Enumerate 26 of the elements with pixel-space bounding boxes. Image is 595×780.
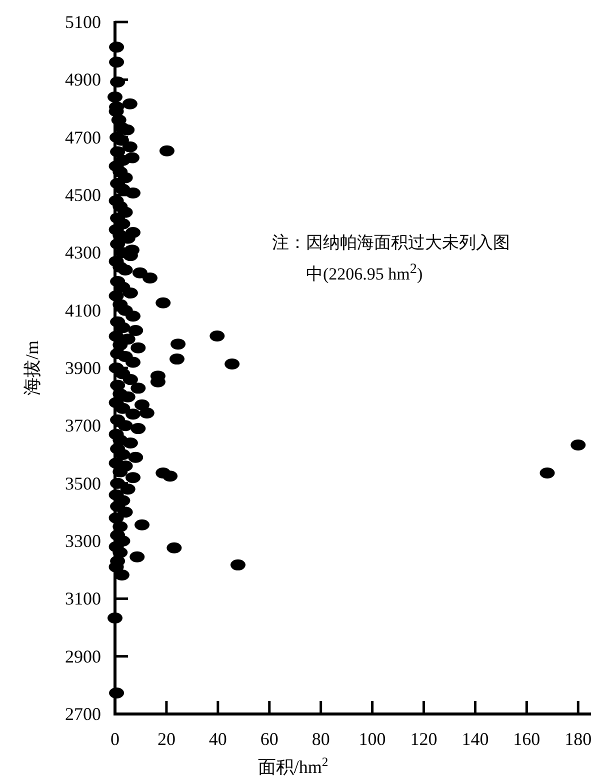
y-tick-label: 3300 [65,531,101,551]
x-tick-label: 120 [410,729,438,749]
x-tick-label: 60 [260,729,278,749]
annotation: 注：因纳帕海面积过大未列入图中(2206.95 hm$^{2}$) [272,232,511,286]
y-tick-label: 3700 [65,416,101,436]
y-tick-label: 3500 [65,473,101,494]
y-tick-label: 4300 [65,242,101,263]
x-tick-label: 160 [513,729,540,749]
y-tick-label: 5100 [65,12,101,32]
y-tick-label: 4500 [65,185,101,205]
y-tick-label: 2700 [65,704,101,724]
y-tick-label: 4100 [65,300,101,320]
x-tick-label: 100 [358,729,386,749]
y-tick-label: 4700 [65,127,101,148]
y-tick-label: 4900 [65,70,101,90]
x-tick-label: 180 [564,729,592,749]
x-tick-label: 0 [110,729,120,749]
x-axis-title: 面积/hm$^{2}$ [258,755,328,777]
y-tick-label: 3900 [65,358,101,378]
x-tick-label: 20 [157,729,176,749]
y-tick-label: 2900 [65,646,101,666]
y-axis-title: 海拔/m [22,340,42,396]
x-tick-label: 80 [312,729,330,749]
y-tick-label: 3100 [65,588,101,609]
x-tick-label: 40 [208,729,227,749]
x-tick-label: 140 [462,729,489,749]
